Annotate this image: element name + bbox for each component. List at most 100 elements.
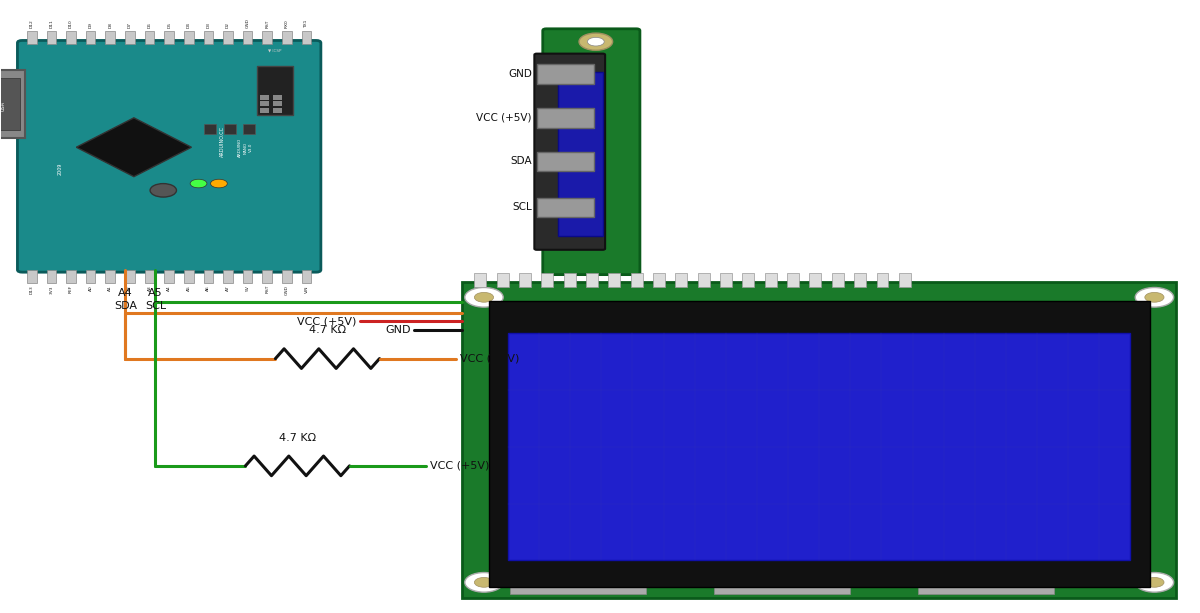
Bar	[184, 270, 193, 283]
Text: 4.7 KΩ: 4.7 KΩ	[308, 326, 346, 335]
Text: 2009: 2009	[58, 163, 62, 175]
Bar	[259, 94, 269, 99]
Bar	[263, 31, 272, 44]
Text: D11: D11	[49, 19, 54, 28]
Bar	[743, 273, 755, 287]
Text: D6: D6	[148, 21, 151, 28]
Bar	[272, 101, 282, 106]
Text: 5V: 5V	[246, 285, 250, 291]
Text: A7: A7	[226, 285, 230, 291]
Text: GND: GND	[508, 69, 532, 79]
Text: D5: D5	[167, 21, 172, 28]
Text: A6: A6	[206, 285, 210, 291]
Text: D7: D7	[128, 21, 132, 28]
Text: REF: REF	[70, 285, 73, 293]
Bar	[510, 587, 647, 594]
Circle shape	[1145, 577, 1164, 587]
Circle shape	[1145, 292, 1164, 302]
Text: GND: GND	[246, 18, 250, 28]
Bar	[282, 31, 292, 44]
Bar	[66, 31, 76, 44]
Text: A2: A2	[128, 285, 132, 291]
Bar	[714, 587, 850, 594]
Bar	[125, 270, 134, 283]
Bar	[125, 31, 134, 44]
Bar	[462, 282, 1176, 598]
FancyBboxPatch shape	[534, 54, 605, 250]
Bar	[899, 273, 911, 287]
Text: GND: GND	[284, 285, 289, 295]
Bar	[259, 108, 269, 113]
Bar	[876, 273, 888, 287]
Bar	[586, 273, 598, 287]
Text: VCC (+5V): VCC (+5V)	[430, 461, 490, 471]
Bar	[66, 270, 76, 283]
Bar	[204, 31, 214, 44]
Text: D12: D12	[30, 19, 34, 28]
Text: D13: D13	[30, 285, 34, 294]
Bar	[106, 270, 115, 283]
Bar	[676, 273, 688, 287]
Bar	[488, 301, 1150, 587]
FancyBboxPatch shape	[542, 29, 640, 275]
Bar	[223, 124, 235, 134]
Circle shape	[580, 33, 613, 50]
Circle shape	[464, 573, 503, 592]
Bar	[145, 270, 155, 283]
Text: D3: D3	[206, 21, 210, 28]
Bar	[608, 273, 620, 287]
Text: SCL: SCL	[512, 202, 532, 213]
Bar	[536, 151, 594, 171]
Bar	[242, 31, 252, 44]
Bar	[564, 273, 576, 287]
Bar	[832, 273, 844, 287]
Text: A4
SDA: A4 SDA	[114, 288, 137, 311]
Text: A1: A1	[108, 285, 113, 291]
Bar	[787, 273, 799, 287]
Bar	[242, 270, 252, 283]
Bar	[301, 31, 311, 44]
Circle shape	[1135, 573, 1174, 592]
Bar	[223, 270, 233, 283]
Bar	[918, 587, 1054, 594]
Bar	[301, 270, 311, 283]
Bar	[497, 273, 509, 287]
FancyBboxPatch shape	[18, 40, 320, 272]
Text: D4: D4	[187, 21, 191, 28]
Text: VCC (+5V): VCC (+5V)	[476, 113, 532, 123]
Text: ARDUINO.CC: ARDUINO.CC	[220, 126, 224, 158]
Bar	[541, 273, 553, 287]
Bar	[558, 72, 604, 237]
Bar	[536, 64, 594, 84]
Text: RST: RST	[265, 19, 269, 28]
Text: D10: D10	[70, 19, 73, 28]
Bar	[204, 124, 216, 134]
Bar	[764, 273, 776, 287]
Text: TX1: TX1	[305, 19, 308, 28]
Bar	[47, 31, 56, 44]
Bar	[854, 273, 866, 287]
Bar	[106, 31, 115, 44]
Bar	[272, 94, 282, 99]
Text: VCC (+5V): VCC (+5V)	[460, 354, 520, 364]
Text: ▼ ICSP: ▼ ICSP	[268, 49, 282, 53]
Circle shape	[150, 184, 176, 197]
Text: USA: USA	[0, 101, 6, 112]
Bar	[653, 273, 665, 287]
Bar	[28, 270, 37, 283]
Text: D2: D2	[226, 21, 230, 28]
Bar	[631, 273, 643, 287]
Circle shape	[474, 292, 493, 302]
Bar	[164, 31, 174, 44]
Bar	[86, 31, 96, 44]
Bar	[282, 270, 292, 283]
Bar	[520, 273, 532, 287]
Bar	[145, 31, 155, 44]
Circle shape	[190, 179, 206, 188]
Bar	[0, 78, 20, 130]
Circle shape	[588, 37, 605, 46]
Circle shape	[464, 287, 503, 307]
Bar	[259, 101, 269, 106]
Bar	[508, 333, 1130, 560]
Bar	[810, 273, 822, 287]
